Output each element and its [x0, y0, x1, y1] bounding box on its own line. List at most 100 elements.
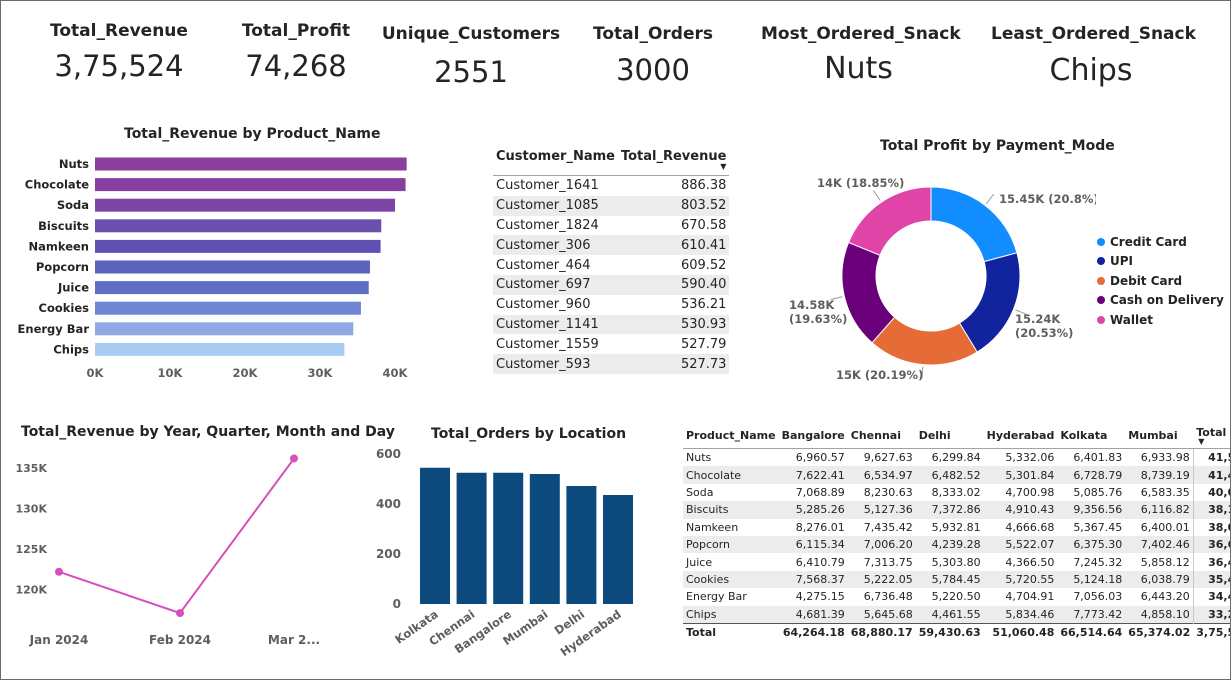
table-row[interactable]: Customer_1641 886.38 [493, 176, 729, 196]
table-row[interactable]: Customer_464 609.52 [493, 255, 729, 275]
product-name-cell: Popcorn [683, 535, 779, 554]
matrix-cell: 38,078.38 [1192, 518, 1230, 536]
kpi-most-ordered-snack[interactable]: Most_Ordered_Snack Nuts [761, 24, 961, 86]
matrix-cell: 4,910.43 [983, 501, 1058, 519]
series-line[interactable] [58, 457, 295, 615]
data-label: 15.45K (20.8%) [999, 192, 1096, 206]
category-label: Chips [53, 342, 89, 356]
kpi-total-revenue[interactable]: Total_Revenue 3,75,524 [49, 21, 189, 83]
bar-chocolate[interactable] [95, 178, 406, 192]
matrix-cell: 5,367.45 [1073, 520, 1123, 534]
revenue-over-time-chart[interactable]: 120K 125K 130K 135K Jan 2024 Feb 2024 Mar 2... [1, 446, 351, 656]
profit-by-payment-title: Total Profit by Payment_Mode [880, 138, 1115, 154]
bar-namkeen[interactable] [95, 239, 381, 253]
customer-name-cell: Customer_1141 [493, 314, 618, 335]
bar-bangalore[interactable] [493, 472, 524, 604]
kpi-least-ordered-snack[interactable]: Least_Ordered_Snack Chips [991, 24, 1196, 88]
x-tick-label: Jan 2024 [29, 633, 89, 647]
legend-item[interactable]: Cash on Delivery [1097, 291, 1224, 311]
table-row[interactable]: Customer_306 610.41 [493, 235, 730, 256]
kpi-total-orders[interactable]: Total_Orders 3000 [583, 24, 723, 87]
table-row[interactable]: Customer_697 590.40 [493, 274, 730, 295]
legend-item[interactable]: Debit Card [1097, 271, 1224, 291]
kpi-value: 3,75,524 [54, 49, 184, 83]
bar-popcorn[interactable] [95, 260, 370, 274]
matrix-column-header[interactable]: Total ▼ [1193, 423, 1230, 449]
product-location-matrix[interactable]: Product_Name Bangalore Chennai Delhi Hyderab… [683, 423, 1230, 642]
matrix-cell: 5,127.36 [847, 501, 916, 519]
category-label: Biscuits [38, 219, 89, 233]
matrix-cell: 4,275.15 [795, 590, 845, 604]
profit-by-payment-donut[interactable]: 15.45K (20.8%) 15.24K(20.53%) 15K (20.19%)… [761, 161, 1096, 391]
bar-energy-bar[interactable] [95, 322, 354, 336]
matrix-row[interactable]: Cookies 7,568.37 5,222.05 5,784.45 5,720.55 5… [683, 570, 1230, 589]
matrix-cell: 5,220.50 [931, 590, 981, 604]
revenue-by-product-chart[interactable]: Nuts Chocolate Soda Biscuits Namkeen Popcorn J… [1, 146, 441, 386]
bar-chennai[interactable] [456, 472, 487, 604]
table-row[interactable]: Customer_1824 670.58 [493, 216, 729, 236]
matrix-row[interactable]: Chocolate 7,622.41 6,534.97 6,482.52 5,301.8… [683, 466, 1230, 484]
data-point [176, 609, 184, 618]
matrix-total-cell: 59,430.63 [915, 622, 984, 642]
table-row[interactable]: Customer_960 536.21 [493, 295, 729, 315]
customer-name-cell: Customer_1641 [496, 178, 599, 194]
customer-name-cell: Customer_1085 [493, 195, 618, 216]
customer-name-cell: Customer_960 [496, 297, 591, 313]
matrix-row[interactable]: Energy Bar 4,275.15 6,736.48 5,220.50 4,704.… [683, 588, 1230, 606]
table-row[interactable]: Customer_1559 527.79 [493, 334, 729, 354]
matrix-cell: 5,303.80 [931, 555, 981, 569]
matrix-cell: 8,739.19 [1125, 466, 1194, 484]
matrix-column-header[interactable]: Delhi [915, 423, 984, 449]
legend-item[interactable]: UPI [1097, 252, 1224, 272]
bar-hyderabad[interactable] [603, 495, 633, 604]
bar-biscuits[interactable] [95, 219, 382, 233]
matrix-row[interactable]: Juice 6,410.79 7,313.75 5,303.80 4,366.50 7,2… [683, 553, 1230, 571]
matrix-cell: 6,400.01 [1140, 520, 1190, 534]
matrix-column-header[interactable]: Bangalore [778, 423, 848, 449]
customer-revenue-table[interactable]: Customer_Name Total_Revenue ▼ Customer_16… [493, 147, 730, 374]
matrix-cell: 5,858.12 [1140, 555, 1190, 569]
matrix-row[interactable]: Biscuits 5,285.26 5,127.36 7,372.86 4,910.43… [683, 501, 1230, 519]
matrix-row[interactable]: Chips 4,681.39 5,645.68 4,461.55 5,834.46 7,7… [683, 605, 1230, 624]
matrix-row[interactable]: Namkeen 8,276.01 7,435.42 5,932.81 4,666.68 5… [683, 518, 1230, 536]
revenue-over-time-title: Total_Revenue by Year, Quarter, Month an… [21, 424, 395, 440]
column-header-total-revenue[interactable]: Total_Revenue ▼ [617, 147, 730, 176]
customer-name-cell: Customer_697 [493, 274, 618, 295]
kpi-label: Least_Ordered_Snack [991, 24, 1196, 44]
bar-nuts[interactable] [95, 157, 407, 171]
y-tick-label: 135K [16, 462, 48, 475]
matrix-cell: 5,301.84 [983, 466, 1058, 484]
matrix-column-header[interactable]: Mumbai [1125, 423, 1194, 449]
matrix-column-header[interactable]: Chennai [847, 423, 916, 449]
table-row[interactable]: Customer_1085 803.52 [493, 195, 730, 216]
kpi-unique-customers[interactable]: Unique_Customers 2551 [381, 24, 561, 89]
matrix-cell: 9,627.63 [863, 451, 913, 465]
leader-line [921, 366, 924, 379]
matrix-row[interactable]: Popcorn 6,115.34 7,006.20 4,239.28 5,522.07 6… [683, 535, 1230, 554]
bar-kolkata[interactable] [420, 467, 450, 604]
column-header-customer-name[interactable]: Customer_Name [493, 147, 618, 176]
kpi-total-profit[interactable]: Total_Profit 74,268 [226, 21, 366, 83]
bar-mumbai[interactable] [529, 474, 560, 604]
matrix-cell: 7,006.20 [847, 535, 916, 554]
legend-item[interactable]: Wallet [1097, 310, 1224, 330]
bar-juice[interactable] [95, 281, 369, 295]
matrix-column-header[interactable]: Kolkata [1057, 423, 1126, 449]
table-row[interactable]: Customer_1141 530.93 [493, 314, 730, 335]
bar-delhi[interactable] [566, 486, 597, 604]
matrix-total-cell: 66,514.64 [1057, 622, 1126, 642]
matrix-row[interactable]: Nuts 6,960.57 9,627.63 6,299.84 5,332.06 6,40… [683, 448, 1230, 467]
table-row[interactable]: Customer_593 527.73 [493, 354, 730, 374]
matrix-total-cell: 3,75,524.12 [1193, 622, 1230, 642]
legend-item[interactable]: Credit Card [1097, 232, 1224, 252]
matrix-row[interactable]: Soda 7,068.89 8,230.63 8,333.02 4,700.98 5,08… [683, 483, 1230, 502]
matrix-column-header[interactable]: Hyderabad [983, 423, 1058, 449]
matrix-column-header[interactable]: Product_Name [683, 423, 779, 449]
matrix-total-row: Total 64,264.18 68,880.17 59,430.63 51,060.4… [683, 622, 1230, 642]
sort-desc-icon: ▼ [1198, 437, 1205, 446]
bar-soda[interactable] [95, 198, 396, 212]
bar-chips[interactable] [95, 342, 345, 356]
slice-wallet[interactable] [847, 186, 932, 256]
bar-cookies[interactable] [95, 301, 361, 315]
